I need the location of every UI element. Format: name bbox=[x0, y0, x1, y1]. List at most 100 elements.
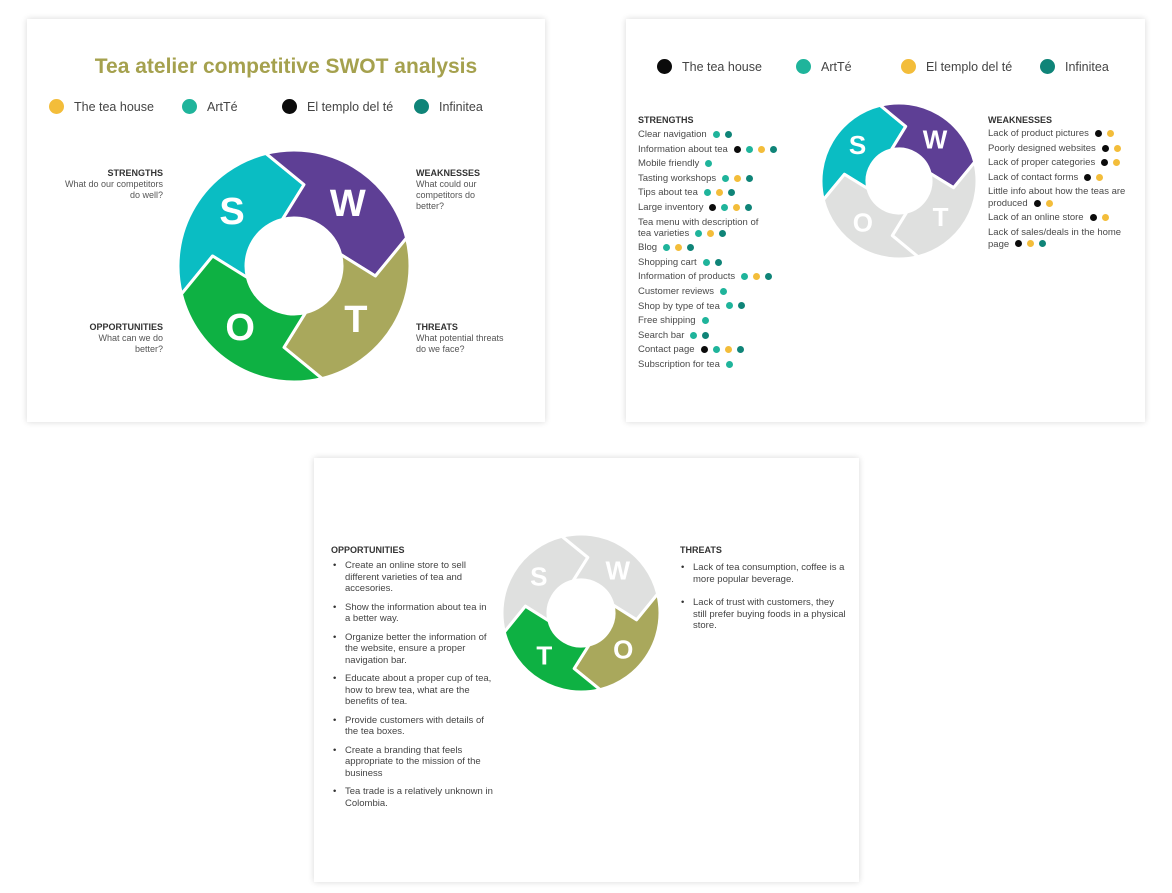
strengths-letter: S bbox=[849, 130, 866, 160]
legend-dot bbox=[1040, 59, 1055, 74]
competitor-legend: The tea house ArtTé El templo del té Inf… bbox=[49, 99, 529, 119]
legend-item-infinitea: Infinitea bbox=[1040, 59, 1109, 74]
legend-label: The tea house bbox=[74, 99, 154, 114]
competitor-dot bbox=[695, 230, 703, 238]
weaknesses-heading: WEAKNESSES bbox=[988, 115, 1053, 125]
list-item: Lack of product pictures bbox=[988, 128, 1119, 140]
legend-item-arte: ArtTé bbox=[796, 59, 852, 74]
strengths-question: What do our competitors do well? bbox=[64, 179, 163, 200]
list-item: Create a branding that feels appropriate… bbox=[333, 745, 493, 780]
list-item: Subscription for tea bbox=[638, 359, 738, 371]
competitor-dots bbox=[722, 174, 758, 182]
threats-letter: T bbox=[344, 299, 367, 341]
legend-label: ArtTé bbox=[821, 59, 852, 74]
competitor-dot bbox=[1101, 144, 1109, 152]
list-item-label: Mobile friendly bbox=[638, 158, 700, 170]
competitor-dots bbox=[700, 346, 749, 354]
legend-item-templo: El templo del té bbox=[901, 59, 1012, 74]
competitor-dots bbox=[1094, 129, 1119, 137]
competitor-dots bbox=[1101, 144, 1126, 152]
list-item: Lack of proper categories bbox=[988, 157, 1125, 169]
list-item-label: Lack of proper categories bbox=[988, 157, 1096, 169]
threats-letter: T bbox=[933, 202, 949, 232]
legend-label: El templo del té bbox=[926, 59, 1013, 74]
opportunities-letter: O bbox=[613, 635, 633, 665]
list-item: Lack of tea consumption, coffee is a mor… bbox=[681, 562, 846, 585]
competitor-dot bbox=[746, 174, 754, 182]
competitor-dots bbox=[1089, 214, 1114, 222]
threats-block: THREATS What potential threats do we fac… bbox=[416, 322, 506, 355]
list-item: Information about tea bbox=[638, 144, 782, 156]
swot-wheel-sw: S W T O bbox=[819, 101, 979, 261]
competitor-dots bbox=[701, 317, 714, 325]
competitor-dot bbox=[1089, 214, 1097, 222]
legend-label: ArtTé bbox=[207, 99, 238, 114]
list-item-label: Large inventory bbox=[638, 202, 704, 213]
list-item: Poorly designed websites bbox=[988, 143, 1126, 155]
competitor-dots bbox=[725, 302, 750, 310]
list-item-label: Lack of product pictures bbox=[988, 128, 1089, 139]
list-item: Search bar bbox=[638, 330, 714, 342]
opportunities-heading: OPPORTUNITIES bbox=[331, 545, 405, 555]
list-item: Lack of contact forms bbox=[988, 172, 1108, 184]
competitor-dots bbox=[720, 287, 732, 295]
competitor-dot bbox=[1045, 199, 1053, 207]
list-item-label: Blog bbox=[638, 242, 658, 254]
threats-sector bbox=[502, 604, 602, 694]
list-item-label: Information of products bbox=[638, 271, 736, 283]
list-item: Shopping cart bbox=[638, 257, 727, 269]
competitor-dot bbox=[733, 145, 741, 153]
competitor-dot bbox=[741, 273, 749, 281]
list-item: Contact page bbox=[638, 344, 749, 356]
weaknesses-list: Lack of product pictures Poorly designed … bbox=[988, 128, 1138, 258]
list-item-label: Lack of an online store bbox=[988, 212, 1084, 224]
competitor-dot bbox=[707, 230, 715, 238]
legend-item-infinitea: Infinitea bbox=[414, 99, 483, 114]
competitor-dot bbox=[1113, 144, 1121, 152]
list-item: Shop by type of tea bbox=[638, 301, 750, 313]
legend-label: Infinitea bbox=[1065, 59, 1109, 74]
competitor-dot bbox=[712, 130, 720, 138]
list-item: Tea menu with description of tea varieti… bbox=[638, 217, 763, 240]
competitor-dots bbox=[1084, 173, 1108, 181]
competitor-dot bbox=[724, 346, 732, 354]
competitor-dot bbox=[724, 130, 732, 138]
threats-letter: T bbox=[536, 640, 552, 670]
list-item: Create an online store to sell different… bbox=[333, 560, 493, 595]
weaknesses-question: What could our competitors do better? bbox=[416, 179, 477, 211]
strengths-weaknesses-card: The tea house ArtTé El templo del té Inf… bbox=[626, 19, 1145, 422]
list-item-label: Free shipping bbox=[638, 315, 696, 327]
competitor-dots bbox=[709, 203, 757, 211]
competitor-dot bbox=[1101, 214, 1109, 222]
competitor-dot bbox=[733, 203, 741, 211]
legend-label: The tea house bbox=[682, 59, 762, 74]
swot-wheel: S W T O bbox=[176, 148, 412, 384]
threats-list: Lack of tea consumption, coffee is a mor… bbox=[681, 562, 846, 639]
competitor-dot bbox=[1094, 129, 1102, 137]
competitor-dot bbox=[769, 145, 777, 153]
legend-label: Infinitea bbox=[439, 99, 483, 114]
list-item-label: Contact page bbox=[638, 344, 695, 356]
competitor-dot bbox=[725, 302, 733, 310]
legend-dot bbox=[282, 99, 297, 114]
list-item: Lack of an online store bbox=[988, 212, 1114, 224]
competitor-dot bbox=[1039, 240, 1047, 248]
list-item-label: Information about tea bbox=[638, 143, 728, 155]
list-item-label: Poorly designed websites bbox=[988, 142, 1096, 154]
list-item: Little info about how the teas are produ… bbox=[988, 186, 1138, 209]
opportunities-letter: O bbox=[225, 307, 255, 349]
list-item-label: Shop by type of tea bbox=[638, 300, 720, 312]
competitor-dots bbox=[690, 331, 714, 339]
opportunities-block: OPPORTUNITIES What can we do better? bbox=[81, 322, 163, 355]
strengths-list: Clear navigation Information about tea Mob… bbox=[638, 129, 808, 374]
competitor-dots bbox=[702, 258, 727, 266]
opportunities-sector bbox=[179, 254, 324, 384]
competitor-dot bbox=[719, 230, 727, 238]
competitor-dot bbox=[745, 203, 753, 211]
competitor-dot bbox=[1033, 199, 1041, 207]
weaknesses-letter: W bbox=[923, 124, 948, 154]
list-item-label: Subscription for tea bbox=[638, 358, 720, 370]
competitor-dots bbox=[1015, 240, 1051, 248]
list-item-label: Tea menu with description of tea varieti… bbox=[638, 216, 759, 240]
list-item: Tips about tea bbox=[638, 187, 740, 199]
